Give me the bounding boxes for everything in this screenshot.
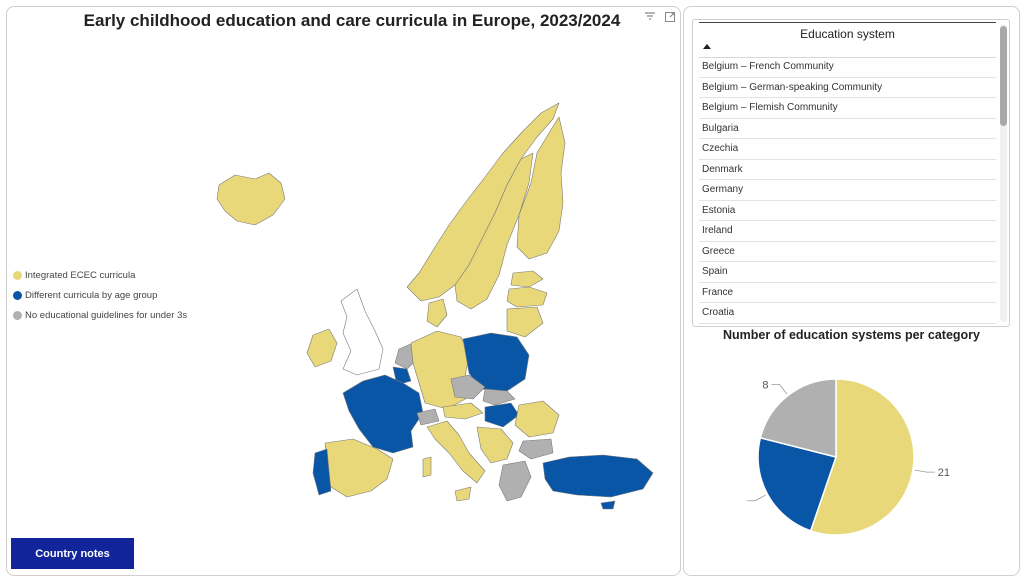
list-header[interactable]: Education system <box>699 22 996 58</box>
country-romania[interactable] <box>514 400 560 438</box>
country-sardinia[interactable] <box>422 456 432 478</box>
country-lithuania[interactable] <box>506 306 544 338</box>
country-balkans[interactable] <box>476 426 514 464</box>
list-item[interactable]: Belgium – Flemish Community <box>699 98 996 119</box>
country-cyprus[interactable] <box>600 500 616 510</box>
legend-swatch <box>13 270 22 280</box>
country-turkey[interactable] <box>542 454 654 498</box>
pie-leader-line <box>747 494 766 502</box>
country-switzerland[interactable] <box>416 408 440 426</box>
pie-chart-title: Number of education systems per category <box>722 328 981 342</box>
country-ireland[interactable] <box>306 328 338 368</box>
country-bulgaria[interactable] <box>518 438 554 460</box>
map-title: Early childhood education and care curri… <box>83 11 621 30</box>
country-sweden[interactable] <box>454 152 534 310</box>
country-portugal[interactable] <box>312 448 332 496</box>
pie-data-label: 21 <box>938 467 950 479</box>
filter-icon[interactable] <box>644 11 656 23</box>
country-france[interactable] <box>342 374 424 454</box>
legend-label: Different curricula by age group <box>25 289 158 301</box>
map-legend: Integrated ECEC curricula Different curr… <box>13 265 187 325</box>
country-united-kingdom <box>340 288 384 376</box>
country-iceland[interactable] <box>216 172 286 226</box>
focus-mode-icon[interactable] <box>664 11 676 23</box>
list-item[interactable]: Estonia <box>699 201 996 221</box>
list-item[interactable]: Croatia <box>699 303 996 324</box>
country-denmark[interactable] <box>426 298 448 328</box>
list-item[interactable]: Belgium – French Community <box>699 57 996 78</box>
list-item[interactable]: Czechia <box>699 139 996 160</box>
country-finland[interactable] <box>516 116 566 260</box>
country-estonia[interactable] <box>510 270 544 288</box>
legend-item-none: No educational guidelines for under 3s <box>13 305 187 325</box>
panel-tools <box>644 11 676 23</box>
pie-leader-line <box>914 469 935 473</box>
scrollbar-track[interactable] <box>1000 24 1007 322</box>
pie-data-label: 8 <box>762 379 768 391</box>
list-item[interactable]: Belgium – German-speaking Community <box>699 78 996 98</box>
list-item[interactable]: Bulgaria <box>699 119 996 139</box>
legend-swatch <box>13 290 22 300</box>
education-system-list: Education system Belgium – French Commun… <box>692 19 1010 327</box>
country-italy[interactable] <box>426 420 486 484</box>
side-panel: Education system Belgium – French Commun… <box>683 6 1020 576</box>
map-panel: Early childhood education and care curri… <box>6 6 681 576</box>
list-item[interactable]: Germany <box>699 180 996 201</box>
scrollbar-thumb[interactable] <box>1000 26 1007 126</box>
list-rows: Belgium – French Community Belgium – Germ… <box>699 57 996 324</box>
pie-leader-line <box>771 383 788 395</box>
list-item[interactable]: Ireland <box>699 221 996 242</box>
country-austria[interactable] <box>442 402 484 420</box>
pie-chart: 2198 <box>744 378 950 536</box>
country-hungary[interactable] <box>484 402 520 428</box>
legend-swatch <box>13 310 22 320</box>
country-czechia[interactable] <box>450 374 486 400</box>
pie-slice[interactable] <box>757 436 837 532</box>
sort-ascending-icon[interactable] <box>703 44 711 49</box>
legend-label: Integrated ECEC curricula <box>25 269 136 281</box>
legend-label: No educational guidelines for under 3s <box>25 309 188 321</box>
country-notes-button[interactable]: Country notes <box>11 538 134 569</box>
legend-item-integrated: Integrated ECEC curricula <box>13 265 187 285</box>
list-header-label: Education system <box>800 27 895 41</box>
list-item[interactable]: Spain <box>699 262 996 283</box>
europe-map <box>216 102 654 510</box>
country-sicily[interactable] <box>454 486 472 502</box>
list-item[interactable]: Denmark <box>699 160 996 180</box>
list-item[interactable]: Greece <box>699 242 996 262</box>
country-greece[interactable] <box>498 460 532 502</box>
country-latvia[interactable] <box>506 286 548 308</box>
country-slovakia[interactable] <box>482 388 516 406</box>
legend-item-different: Different curricula by age group <box>13 285 187 305</box>
list-item[interactable]: France <box>699 283 996 303</box>
pie-slice[interactable] <box>759 378 837 458</box>
